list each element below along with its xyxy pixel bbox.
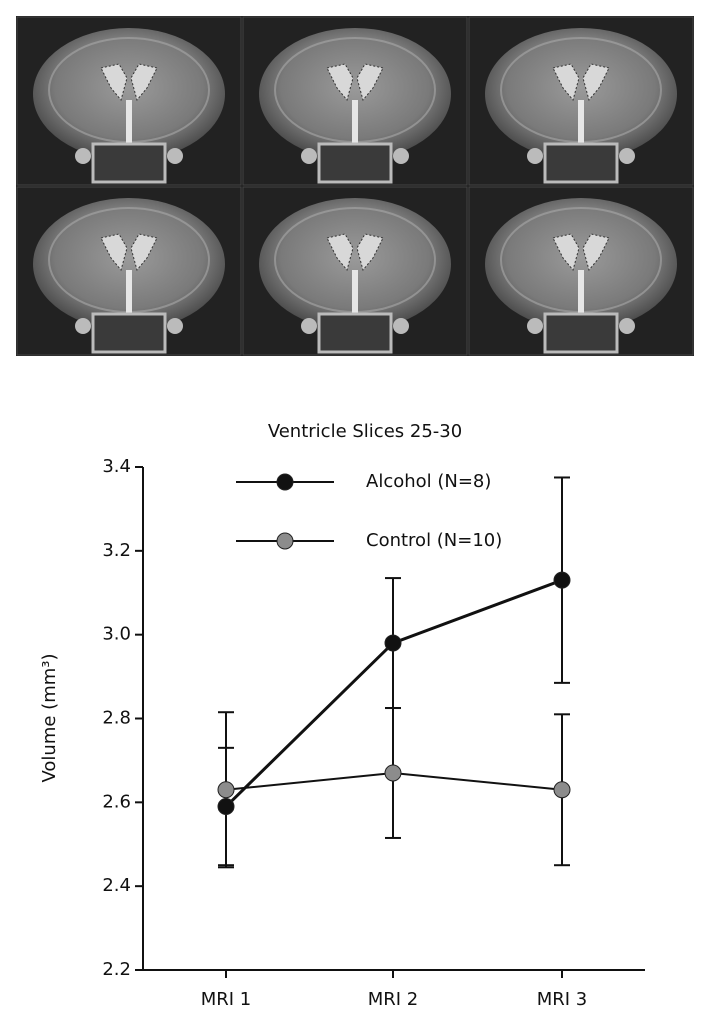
ventricle [100,233,158,272]
vessel [301,148,317,164]
brain [259,198,451,330]
vessel [527,148,543,164]
brainstem [91,312,167,354]
midline [578,270,584,314]
brain [33,28,225,160]
data-point [384,634,402,652]
legend-label: Control (N=10) [366,530,502,551]
data-point [217,781,235,799]
midline [126,100,132,144]
x-tick-label: MRI 3 [537,989,588,1010]
brain [259,28,451,160]
data-point [553,781,571,799]
y-tick-label: 3.2 [102,540,131,561]
midline [126,270,132,314]
data-point [217,798,235,816]
brain [485,28,677,160]
chart-title: Ventricle Slices 25-30 [268,421,462,442]
legend-marker [276,473,294,491]
x-tick-label: MRI 1 [201,989,252,1010]
ventricle [100,63,158,102]
legend-marker [276,532,294,550]
y-axis-label: Volume (mm³) [39,654,60,783]
midline [352,270,358,314]
y-tick-label: 2.8 [102,708,131,729]
ventricle [326,233,384,272]
ventricle [552,233,610,272]
brainstem [543,312,619,354]
brainstem [317,312,393,354]
midline [578,100,584,144]
vessel [527,318,543,334]
vessel [393,318,409,334]
y-tick-label: 2.2 [102,959,131,980]
mri-panel [16,16,694,356]
legend-label: Alcohol (N=8) [366,471,491,492]
vessel [393,148,409,164]
brain [485,198,677,330]
y-tick-label: 2.4 [102,875,131,896]
data-point [553,571,571,589]
vessel [301,318,317,334]
y-tick-label: 3.4 [102,456,131,477]
y-tick-label: 3.0 [102,624,131,645]
midline [352,100,358,144]
vessel [167,318,183,334]
vessel [619,318,635,334]
vessel [619,148,635,164]
vessel [167,148,183,164]
data-point [384,764,402,782]
vessel [75,318,91,334]
y-tick-label: 2.6 [102,791,131,812]
brainstem [317,142,393,184]
ventricle [552,63,610,102]
brainstem [91,142,167,184]
brain [33,198,225,330]
brainstem [543,142,619,184]
ventricle [326,63,384,102]
vessel [75,148,91,164]
x-tick-label: MRI 2 [368,989,419,1010]
